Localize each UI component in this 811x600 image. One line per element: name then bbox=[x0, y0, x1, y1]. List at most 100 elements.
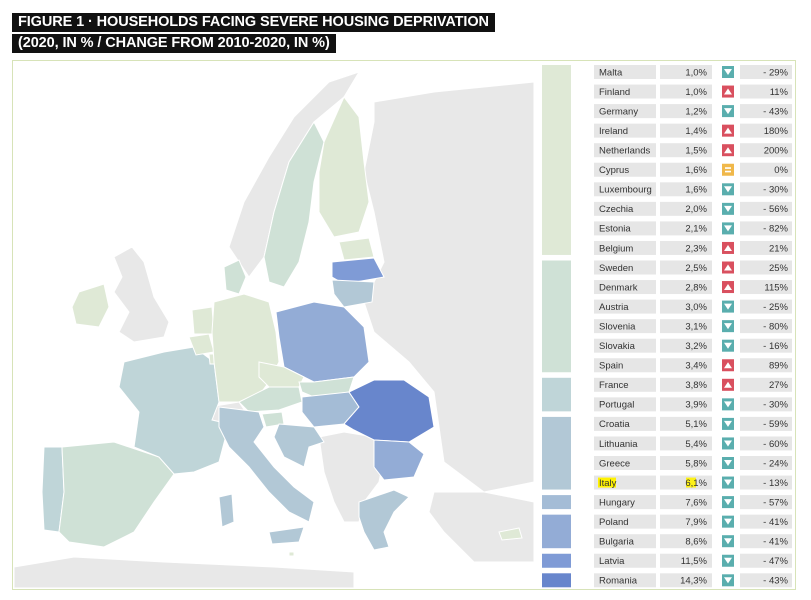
row-value-cell bbox=[660, 338, 712, 353]
row-change-cell bbox=[740, 456, 792, 470]
value-spain: 3,4% bbox=[685, 361, 707, 372]
map-greece bbox=[358, 489, 410, 551]
value-romania: 14,3% bbox=[680, 576, 707, 587]
map-cyprus bbox=[498, 527, 523, 541]
change-malta: - 29% bbox=[763, 67, 788, 78]
arrow-up-icon bbox=[724, 88, 732, 95]
row-name-cell bbox=[594, 104, 656, 119]
arrow-down-icon bbox=[724, 303, 732, 310]
map-nodata-turkey bbox=[428, 491, 534, 563]
map-poland bbox=[275, 301, 370, 383]
change-slovenia: - 80% bbox=[763, 321, 788, 332]
row-change-cell bbox=[740, 65, 792, 79]
row-value-cell bbox=[660, 299, 712, 314]
row-change-cell bbox=[740, 475, 792, 490]
row-value-cell bbox=[660, 553, 712, 568]
change-denmark: 115% bbox=[764, 282, 788, 293]
arrow-up-icon bbox=[724, 264, 732, 271]
row-change-cell bbox=[740, 280, 792, 295]
equal-icon bbox=[725, 170, 731, 173]
value-cyprus: 1,6% bbox=[685, 165, 707, 176]
value-luxembourg: 1,6% bbox=[685, 185, 707, 196]
highlight-mark bbox=[598, 477, 616, 488]
map-nodata-africa bbox=[14, 556, 355, 588]
map-estonia bbox=[338, 237, 375, 261]
country-name-cyprus: Cyprus bbox=[599, 165, 629, 176]
legend-band-4 bbox=[542, 416, 571, 490]
row-change-cell bbox=[740, 162, 792, 177]
row-name-cell bbox=[594, 182, 656, 197]
change-greece: - 24% bbox=[763, 458, 788, 469]
value-sweden: 2,5% bbox=[685, 263, 707, 274]
row-name-cell bbox=[594, 240, 656, 255]
country-name-malta: Malta bbox=[599, 67, 623, 78]
arrow-down-icon bbox=[724, 186, 732, 193]
arrow-up-icon bbox=[724, 362, 732, 369]
change-romania: - 43% bbox=[763, 576, 788, 587]
map-denmark bbox=[223, 259, 247, 295]
change-belgium: 21% bbox=[769, 243, 789, 254]
change-luxembourg: - 30% bbox=[763, 185, 788, 196]
country-name-romania: Romania bbox=[599, 576, 638, 587]
arrow-down-icon bbox=[724, 440, 732, 447]
row-value-cell bbox=[660, 143, 712, 158]
value-croatia: 5,1% bbox=[685, 419, 707, 430]
arrow-down-icon bbox=[724, 499, 732, 506]
map-croatia bbox=[273, 423, 325, 468]
row-value-cell bbox=[660, 377, 712, 392]
row-change-cell bbox=[740, 534, 792, 549]
arrow-up-icon bbox=[724, 147, 732, 154]
arrow-down-icon bbox=[724, 479, 732, 486]
row-value-cell bbox=[660, 495, 712, 510]
row-value-cell bbox=[660, 221, 712, 236]
map-finland bbox=[318, 96, 370, 238]
change-france: 27% bbox=[769, 380, 789, 391]
value-italy: 6,1% bbox=[685, 478, 707, 489]
value-finland: 1,0% bbox=[685, 87, 707, 98]
row-value-cell bbox=[660, 456, 712, 470]
arrow-down-icon bbox=[724, 205, 732, 212]
europe-map bbox=[14, 71, 534, 588]
value-bulgaria: 8,6% bbox=[685, 537, 707, 548]
change-netherlands: 200% bbox=[764, 146, 789, 157]
legend-band-8 bbox=[542, 573, 571, 588]
change-lithuania: - 60% bbox=[763, 439, 788, 450]
row-name-cell bbox=[594, 299, 656, 314]
map-sicily bbox=[268, 526, 305, 545]
row-change-cell bbox=[740, 260, 792, 275]
country-name-portugal: Portugal bbox=[599, 400, 634, 411]
row-name-cell bbox=[594, 319, 656, 334]
equal-icon bbox=[725, 167, 731, 169]
country-name-finland: Finland bbox=[599, 87, 630, 98]
row-change-cell bbox=[740, 104, 792, 119]
change-croatia: - 59% bbox=[763, 419, 788, 430]
legend-band-1 bbox=[542, 65, 571, 255]
legend-band-6 bbox=[542, 514, 571, 549]
arrow-up-icon bbox=[724, 284, 732, 291]
change-portugal: - 30% bbox=[763, 400, 788, 411]
row-value-cell bbox=[660, 104, 712, 119]
legend-band-7 bbox=[542, 553, 571, 568]
row-value-cell bbox=[660, 123, 712, 138]
change-austria: - 25% bbox=[763, 302, 788, 313]
row-change-cell bbox=[740, 299, 792, 314]
value-slovakia: 3,2% bbox=[685, 341, 707, 352]
row-value-cell bbox=[660, 397, 712, 412]
row-name-cell bbox=[594, 143, 656, 158]
row-value-cell bbox=[660, 358, 712, 373]
row-change-cell bbox=[740, 319, 792, 334]
row-change-cell bbox=[740, 436, 792, 451]
arrow-down-icon bbox=[724, 225, 732, 232]
row-name-cell bbox=[594, 534, 656, 549]
change-poland: - 41% bbox=[763, 517, 788, 528]
change-spain: 89% bbox=[769, 361, 789, 372]
row-name-cell bbox=[594, 416, 656, 431]
row-name-cell bbox=[594, 260, 656, 275]
row-name-cell bbox=[594, 221, 656, 236]
change-latvia: - 47% bbox=[763, 556, 788, 567]
arrow-down-icon bbox=[724, 420, 732, 427]
row-name-cell bbox=[594, 84, 656, 99]
arrow-down-icon bbox=[724, 401, 732, 408]
value-portugal: 3,9% bbox=[685, 400, 707, 411]
arrow-down-icon bbox=[724, 108, 732, 115]
